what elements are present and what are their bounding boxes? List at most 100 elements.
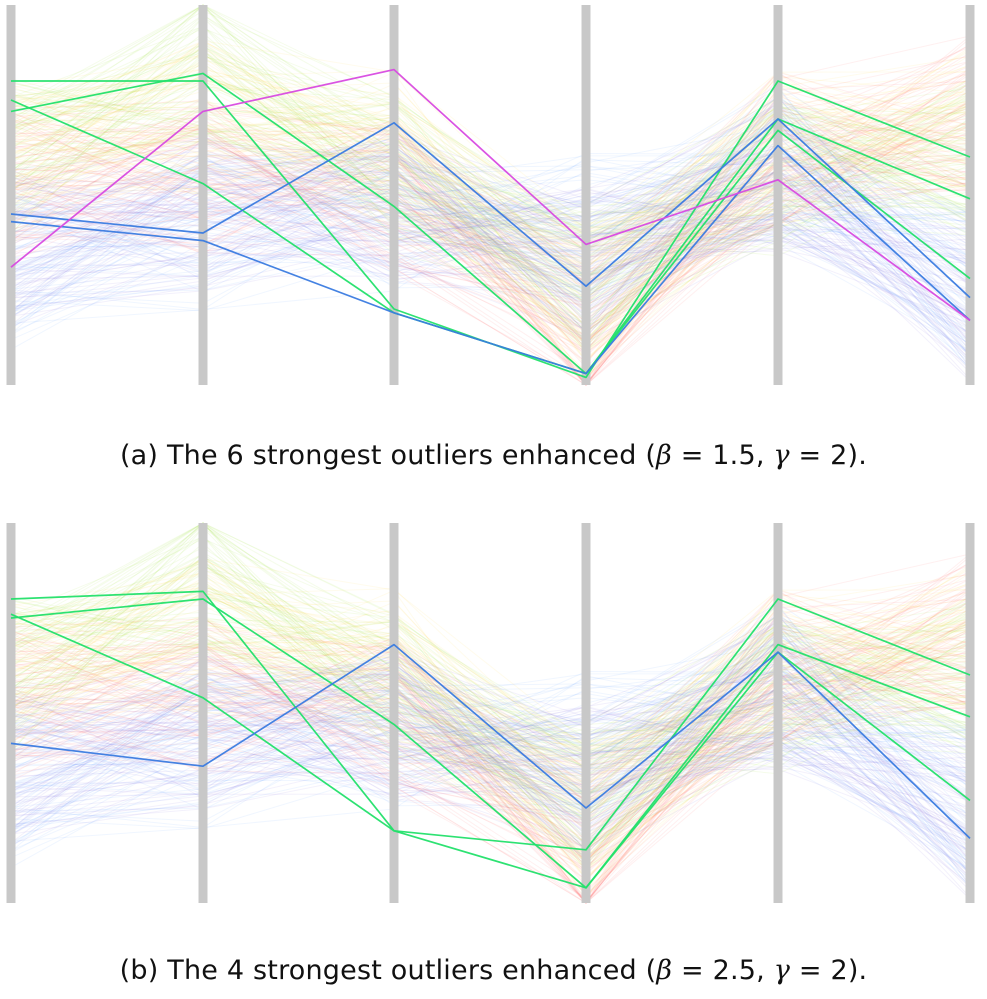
background-line <box>10 88 971 340</box>
background-line <box>10 670 971 861</box>
background-line <box>10 702 971 757</box>
background-line <box>10 162 971 370</box>
background-line <box>10 187 971 307</box>
background-line <box>10 559 971 814</box>
background-line <box>10 668 971 854</box>
background-line <box>10 128 971 294</box>
background-line <box>10 557 971 771</box>
background-line <box>10 598 971 899</box>
background-line <box>10 96 971 333</box>
background-line <box>10 639 971 860</box>
parallel-coordinates-plot-b <box>0 518 987 908</box>
caption-b-text: The 4 strongest outliers enhanced ( <box>167 955 657 986</box>
background-line <box>10 630 971 872</box>
background-line <box>10 689 971 798</box>
background-line <box>10 236 971 324</box>
axis-4 <box>581 523 591 903</box>
background-line <box>10 643 971 872</box>
background-line <box>10 620 971 754</box>
caption-a-gamma: γ <box>773 440 790 471</box>
background-line <box>10 98 971 206</box>
background-line <box>10 121 971 289</box>
background-line <box>10 194 971 284</box>
background-line <box>10 4 971 349</box>
background-line <box>10 603 971 788</box>
background-line <box>10 103 971 252</box>
background-line <box>10 663 971 875</box>
background-line <box>10 680 971 900</box>
background-line <box>10 684 971 790</box>
background-line <box>10 162 971 382</box>
background-line <box>10 600 971 823</box>
background-line <box>10 119 971 381</box>
background-line <box>10 677 971 832</box>
background-line <box>10 625 971 820</box>
background-line <box>10 616 971 724</box>
background-line <box>10 566 971 897</box>
background-line <box>10 110 971 350</box>
background-line <box>10 188 971 370</box>
background-line <box>10 643 971 787</box>
background-line <box>10 655 971 855</box>
background-line <box>10 606 971 871</box>
background-line <box>10 614 971 819</box>
background-line <box>10 110 971 236</box>
background-line <box>10 36 971 326</box>
background-line <box>10 152 971 310</box>
background-line <box>10 84 971 351</box>
background-line <box>10 84 971 273</box>
background-line <box>10 51 971 298</box>
background-line <box>10 89 971 291</box>
background-line <box>10 67 971 274</box>
background-line <box>10 682 971 851</box>
background-line <box>10 112 971 354</box>
caption-a: (a) The 6 strongest outliers enhanced (β… <box>0 440 987 471</box>
background-line <box>10 54 971 266</box>
background-line <box>10 143 971 370</box>
background-line <box>10 171 971 280</box>
background-line <box>10 674 971 813</box>
background-line <box>10 560 971 752</box>
background-line <box>10 618 971 849</box>
background-line <box>10 153 971 347</box>
background-line <box>10 619 971 852</box>
background-line <box>10 616 971 817</box>
background-line <box>10 27 971 278</box>
background-line <box>10 674 971 820</box>
background-line <box>10 128 971 269</box>
background-line <box>10 622 971 767</box>
background-line <box>10 73 971 377</box>
background-line <box>10 672 971 867</box>
background-line <box>10 622 971 860</box>
background-line <box>10 156 971 302</box>
background-line <box>10 93 971 230</box>
background-line <box>10 185 971 335</box>
background-line <box>10 595 971 732</box>
background-line <box>10 16 971 300</box>
background-line <box>10 637 971 850</box>
background-line <box>10 675 971 828</box>
background-line <box>10 123 971 363</box>
background-line <box>10 82 971 257</box>
axis-2 <box>198 523 208 903</box>
background-line <box>10 555 971 768</box>
background-line <box>10 107 971 269</box>
background-line <box>10 618 971 803</box>
background-line <box>10 213 971 345</box>
background-line <box>10 687 971 839</box>
background-line <box>10 83 971 287</box>
background-line <box>10 146 971 286</box>
background-line <box>10 527 971 818</box>
background-line <box>10 660 971 904</box>
background-line <box>10 175 971 293</box>
background-line <box>10 522 971 803</box>
background-line <box>10 671 971 868</box>
background-line <box>10 25 971 312</box>
background-line <box>10 583 971 782</box>
background-line <box>10 617 971 857</box>
background-line <box>10 672 971 854</box>
background-line <box>10 135 971 326</box>
background-line <box>10 97 971 330</box>
background-line <box>10 647 971 792</box>
background-line <box>10 169 971 321</box>
